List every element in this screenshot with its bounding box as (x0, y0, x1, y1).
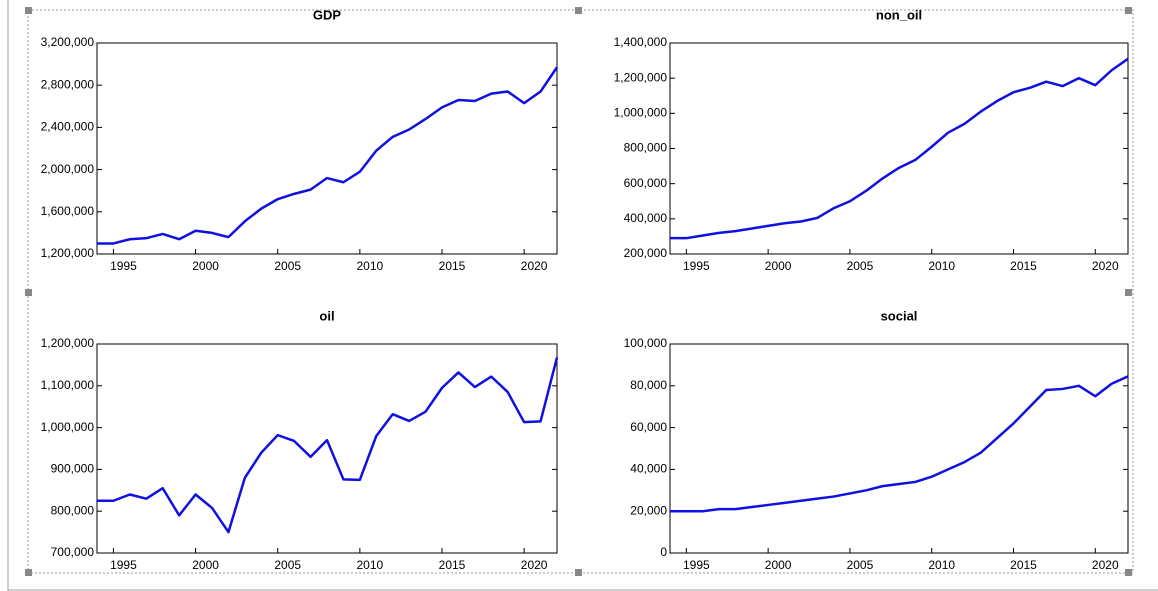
x-tick-label: 2000 (192, 259, 219, 273)
handle (1125, 569, 1132, 576)
y-tick-label: 3,200,000 (41, 35, 95, 49)
x-tick-label: 2005 (274, 259, 301, 273)
y-tick-label: 1,400,000 (614, 35, 668, 49)
y-tick-label: 1,200,000 (41, 336, 95, 350)
x-tick-label: 2005 (274, 558, 301, 572)
y-tick-label: 80,000 (630, 378, 667, 392)
y-tick-label: 60,000 (630, 420, 667, 434)
x-tick-label: 2000 (765, 259, 792, 273)
y-tick-label: 1,200,000 (41, 246, 95, 260)
y-tick-label: 1,000,000 (41, 420, 95, 434)
y-tick-label: 0 (660, 545, 667, 559)
x-tick-label: 1995 (110, 558, 137, 572)
x-tick-label: 1995 (683, 259, 710, 273)
x-tick-label: 2000 (765, 558, 792, 572)
y-tick-label: 1,200,000 (614, 70, 668, 84)
y-tick-label: 2,000,000 (41, 162, 95, 176)
series-line (670, 375, 1129, 513)
y-tick-label: 600,000 (624, 176, 668, 190)
series-line (670, 57, 1129, 240)
x-tick-label: 2010 (357, 259, 384, 273)
chart-title: oil (319, 308, 334, 323)
y-tick-label: 900,000 (51, 462, 95, 476)
x-tick-label: 1995 (683, 558, 710, 572)
series-line (97, 357, 559, 534)
chart-title: social (881, 308, 918, 323)
x-tick-label: 2020 (1092, 259, 1119, 273)
y-tick-label: 40,000 (630, 462, 667, 476)
handle (1125, 289, 1132, 296)
series-line (97, 66, 559, 245)
x-tick-label: 2020 (521, 259, 548, 273)
y-tick-label: 100,000 (624, 336, 668, 350)
x-tick-label: 2010 (928, 558, 955, 572)
plot-frame (669, 343, 1129, 554)
plot-frame (96, 42, 558, 255)
x-tick-label: 2015 (1010, 259, 1037, 273)
chart-title: non_oil (876, 7, 922, 22)
handle (575, 7, 582, 14)
x-tick-label: 2015 (439, 259, 466, 273)
x-tick-label: 2005 (847, 259, 874, 273)
y-tick-label: 1,100,000 (41, 378, 95, 392)
handle (575, 569, 582, 576)
x-tick-label: 2000 (192, 558, 219, 572)
x-tick-label: 2005 (847, 558, 874, 572)
y-tick-label: 400,000 (624, 211, 668, 225)
y-tick-label: 2,400,000 (41, 120, 95, 134)
x-tick-label: 2020 (521, 558, 548, 572)
chart-title: GDP (313, 7, 342, 22)
handle (25, 7, 32, 14)
x-tick-label: 2020 (1092, 558, 1119, 572)
handles (25, 7, 1132, 576)
x-tick-label: 2010 (928, 259, 955, 273)
handle (25, 289, 32, 296)
x-tick-label: 1995 (110, 259, 137, 273)
x-tick-label: 2015 (1010, 558, 1037, 572)
y-tick-label: 1,000,000 (614, 106, 668, 120)
y-tick-label: 700,000 (51, 545, 95, 559)
handle (1125, 7, 1132, 14)
y-tick-label: 20,000 (630, 503, 667, 517)
handle (25, 569, 32, 576)
x-tick-label: 2015 (439, 558, 466, 572)
x-tick-label: 2010 (357, 558, 384, 572)
plot-frame (96, 343, 558, 554)
y-tick-label: 200,000 (624, 246, 668, 260)
y-tick-label: 2,800,000 (41, 77, 95, 91)
y-tick-label: 1,600,000 (41, 204, 95, 218)
y-tick-label: 800,000 (51, 503, 95, 517)
y-tick-label: 800,000 (624, 141, 668, 155)
